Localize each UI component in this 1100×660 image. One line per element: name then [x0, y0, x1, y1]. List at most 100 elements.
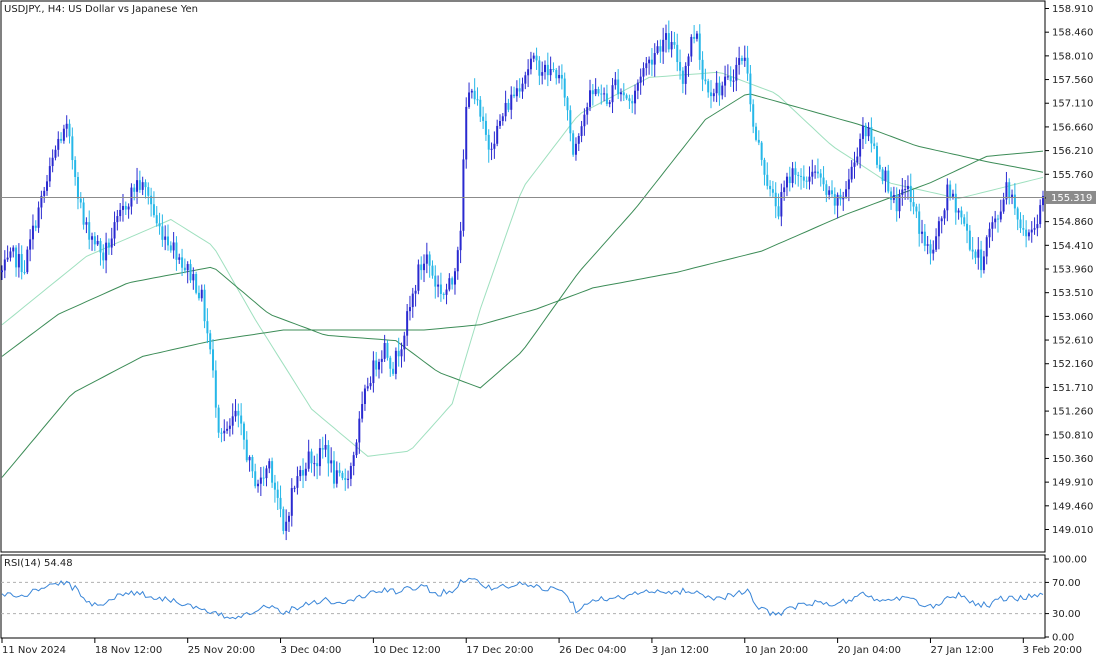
candle-body: [285, 521, 288, 531]
candle-body: [423, 263, 426, 271]
candle-body: [724, 76, 727, 86]
candle-body: [1030, 229, 1033, 233]
candle-body: [240, 415, 243, 424]
candle-body: [273, 482, 276, 490]
candle-body: [982, 256, 985, 271]
candle-body: [504, 102, 507, 117]
candle-body: [977, 249, 980, 258]
candle-body: [715, 82, 718, 94]
candle-body: [698, 33, 701, 60]
time-tick-label: 25 Nov 20:00: [188, 645, 255, 656]
candle-body: [912, 202, 915, 207]
candle-body: [926, 244, 929, 246]
rsi-line: [1, 577, 1044, 620]
candle-body: [105, 242, 108, 261]
price-tick-label: 158.010: [1052, 51, 1093, 62]
candle-body: [524, 75, 527, 84]
candle-body: [822, 177, 825, 185]
candle-body: [763, 159, 766, 175]
candle-body: [963, 217, 966, 224]
candle-body: [1025, 229, 1028, 237]
candle-body: [330, 460, 333, 464]
candle-body: [687, 56, 690, 66]
price-tick-label: 158.910: [1052, 4, 1093, 15]
candle-body: [656, 46, 659, 54]
candle-body: [766, 174, 769, 186]
candle-body: [228, 425, 231, 429]
candle-body: [37, 207, 40, 228]
candle-body: [136, 180, 139, 192]
candle-body: [985, 237, 988, 257]
candle-body: [414, 290, 417, 294]
candle-body: [1039, 205, 1042, 225]
candle-body: [17, 254, 20, 268]
candle-body: [26, 249, 29, 273]
candle-body: [830, 190, 833, 195]
price-tick-label: 154.860: [1052, 217, 1093, 228]
candle-body: [673, 42, 676, 45]
candle-body: [833, 194, 836, 206]
candle-body: [704, 79, 707, 82]
main-plot[interactable]: USDJPY., H4: US Dollar vs Japanese Yen: [0, 0, 1046, 553]
candle-body: [966, 223, 969, 231]
time-tick-label: 27 Jan 12:00: [930, 645, 993, 656]
candle-body: [729, 76, 732, 82]
candle-body: [62, 128, 65, 141]
candle-body: [451, 278, 454, 285]
price-tick-label: 152.160: [1052, 359, 1093, 370]
candle-body: [164, 236, 167, 240]
candle-body: [518, 88, 521, 92]
candle-body: [237, 410, 240, 416]
candle-body: [479, 99, 482, 117]
candle-body: [679, 62, 682, 71]
candle-body: [726, 76, 729, 78]
candle-body: [498, 121, 501, 126]
candle-body: [3, 259, 6, 271]
candle-body: [116, 216, 119, 223]
chart-title: USDJPY., H4: US Dollar vs Japanese Yen: [4, 4, 198, 15]
candle-body: [152, 204, 155, 216]
candle-body: [847, 179, 850, 190]
candle-body: [71, 136, 74, 161]
candle-body: [935, 236, 938, 250]
candle-body: [431, 265, 434, 276]
candle-body: [771, 189, 774, 193]
candle-body: [690, 36, 693, 57]
candle-body: [183, 267, 186, 271]
candle-body: [186, 264, 189, 271]
candle-body: [406, 311, 409, 336]
candle-body: [352, 455, 355, 467]
candle-body: [155, 215, 158, 224]
candle-body: [572, 133, 575, 155]
candle-body: [302, 470, 305, 476]
candle-body: [701, 59, 704, 80]
candle-body: [732, 80, 735, 82]
candle-body: [338, 470, 341, 473]
candle-body: [574, 143, 577, 155]
candle-body: [870, 127, 873, 144]
rsi-tick-label: 100.00: [1052, 555, 1087, 566]
price-tick-label: 153.060: [1052, 312, 1093, 323]
candle-body: [482, 116, 485, 121]
rsi-panel[interactable]: RSI(14) 54.48: [0, 554, 1046, 639]
candle-body: [257, 483, 260, 487]
candle-body: [819, 173, 822, 178]
candle-body: [527, 69, 530, 76]
candle-body: [248, 456, 251, 461]
candle-body: [20, 254, 23, 273]
candle-body: [642, 68, 645, 77]
candle-body: [800, 175, 803, 177]
candle-body: [119, 209, 122, 217]
candle-body: [951, 193, 954, 197]
candle-body: [147, 187, 150, 196]
candle-body: [842, 196, 845, 200]
candle-body: [299, 470, 302, 477]
price-tick-label: 153.510: [1052, 288, 1093, 299]
candle-body: [974, 251, 977, 258]
candle-body: [417, 264, 420, 291]
candle-body: [349, 466, 352, 479]
candle-body: [757, 139, 760, 143]
rsi-tick-label: 70.00: [1052, 578, 1081, 589]
candle-body: [555, 69, 558, 79]
candle-body: [605, 93, 608, 104]
